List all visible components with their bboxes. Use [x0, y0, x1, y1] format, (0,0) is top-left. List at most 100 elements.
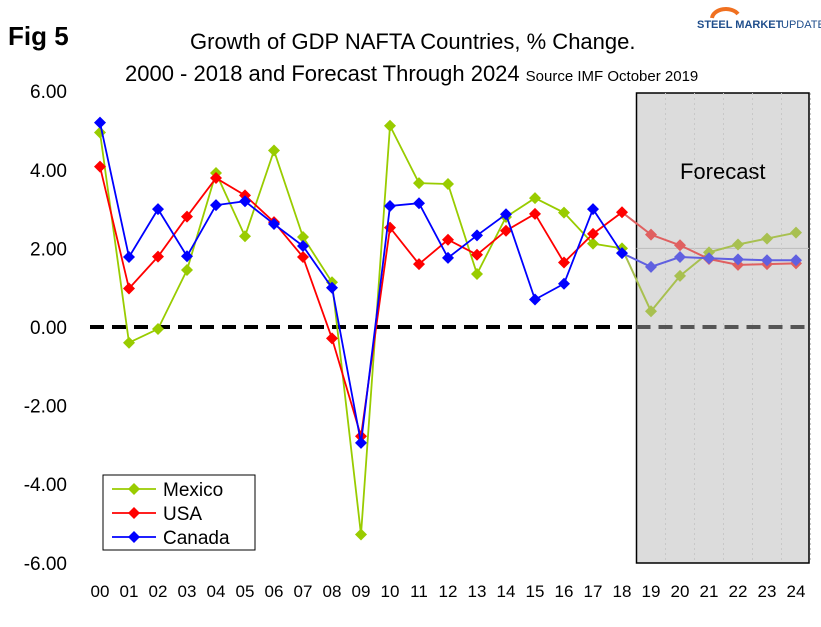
series-canada: [94, 116, 802, 449]
data-point: [326, 281, 338, 294]
chart-title-line2-text: 2000 - 2018 and Forecast Through 2024: [125, 61, 520, 86]
data-point: [471, 248, 483, 261]
x-tick-label: 06: [265, 582, 284, 601]
forecast-label: Forecast: [680, 159, 766, 184]
data-point: [239, 230, 251, 243]
data-point: [645, 260, 657, 273]
x-tick-label: 21: [700, 582, 719, 601]
y-tick-label: -4.00: [24, 475, 67, 496]
x-tick-label: 10: [381, 582, 400, 601]
data-point: [152, 203, 164, 216]
data-point: [732, 238, 744, 251]
data-point: [674, 251, 686, 264]
data-point: [94, 160, 106, 173]
data-point: [413, 258, 425, 271]
x-tick-label: 12: [439, 582, 458, 601]
data-point: [268, 218, 280, 231]
data-point: [413, 197, 425, 210]
legend-marker: [128, 507, 140, 519]
y-tick-label: 0.00: [30, 318, 67, 339]
x-tick-label: 15: [526, 582, 545, 601]
legend-label: USA: [163, 504, 202, 525]
data-point: [442, 251, 454, 264]
legend-label: Mexico: [163, 480, 223, 501]
data-point: [210, 199, 222, 212]
x-tick-label: 04: [207, 582, 226, 601]
x-tick-label: 23: [758, 582, 777, 601]
series-usa: [94, 160, 802, 443]
x-tick-label: 16: [555, 582, 574, 601]
data-point: [674, 269, 686, 282]
legend-marker: [128, 483, 140, 495]
logo-swoosh-icon: [710, 7, 740, 19]
data-point: [471, 267, 483, 280]
data-point: [732, 253, 744, 266]
data-point: [297, 231, 309, 244]
data-point: [790, 254, 802, 267]
data-point: [674, 239, 686, 252]
data-point: [384, 199, 396, 212]
data-point: [645, 228, 657, 241]
x-tick-label: 01: [120, 582, 139, 601]
y-tick-label: 2.00: [30, 239, 67, 260]
data-point: [152, 322, 164, 335]
data-point: [703, 252, 715, 265]
data-point: [587, 203, 599, 216]
data-point: [181, 250, 193, 263]
data-point: [558, 206, 570, 219]
chart-title-line2: 2000 - 2018 and Forecast Through 2024 Sou…: [125, 61, 698, 86]
series-line: [99, 166, 623, 437]
data-point: [152, 250, 164, 263]
data-point: [587, 227, 599, 240]
chart-title-line1: Growth of GDP NAFTA Countries, % Change.: [190, 29, 635, 54]
x-tick-label: 18: [613, 582, 632, 601]
data-point: [123, 251, 135, 264]
data-point: [558, 277, 570, 290]
data-point: [297, 240, 309, 253]
x-tick-label: 20: [671, 582, 690, 601]
x-tick-label: 11: [410, 582, 428, 601]
data-point: [790, 226, 802, 239]
data-point: [616, 206, 628, 219]
x-tick-label: 13: [468, 582, 487, 601]
data-point: [529, 207, 541, 220]
data-point: [645, 305, 657, 318]
data-point: [558, 256, 570, 269]
x-tick-label: 08: [323, 582, 342, 601]
legend-label: Canada: [163, 528, 230, 549]
x-tick-label: 17: [584, 582, 603, 601]
x-tick-label: 07: [294, 582, 313, 601]
data-point: [384, 119, 396, 132]
x-tick-label: 22: [729, 582, 748, 601]
legend: Mexico USA Canada: [102, 474, 256, 551]
x-tick-label: 14: [497, 582, 516, 601]
logo: STEEL MARKET UPDATE: [697, 7, 821, 31]
data-point: [297, 251, 309, 264]
data-point: [181, 264, 193, 277]
data-point: [761, 254, 773, 267]
series-line: [99, 122, 623, 535]
data-point: [442, 233, 454, 246]
data-point: [239, 195, 251, 208]
data-point: [761, 232, 773, 245]
x-tick-label: 03: [178, 582, 197, 601]
y-tick-label: -6.00: [24, 554, 67, 575]
series-line: [99, 122, 623, 444]
data-point: [268, 144, 280, 157]
x-tick-label: 05: [236, 582, 255, 601]
x-tick-label: 09: [352, 582, 371, 601]
data-point: [529, 192, 541, 205]
x-tick-label: 00: [91, 582, 110, 601]
data-point: [123, 336, 135, 349]
data-point: [442, 177, 454, 190]
logo-text-light: UPDATE: [781, 19, 821, 31]
data-point: [500, 224, 512, 237]
legend-marker: [128, 531, 140, 543]
x-tick-label: 02: [149, 582, 168, 601]
data-point: [587, 237, 599, 250]
figure-label: Fig 5: [8, 21, 69, 51]
data-point: [210, 172, 222, 185]
data-point: [529, 293, 541, 306]
data-point: [500, 208, 512, 221]
y-tick-label: 6.00: [30, 82, 67, 103]
